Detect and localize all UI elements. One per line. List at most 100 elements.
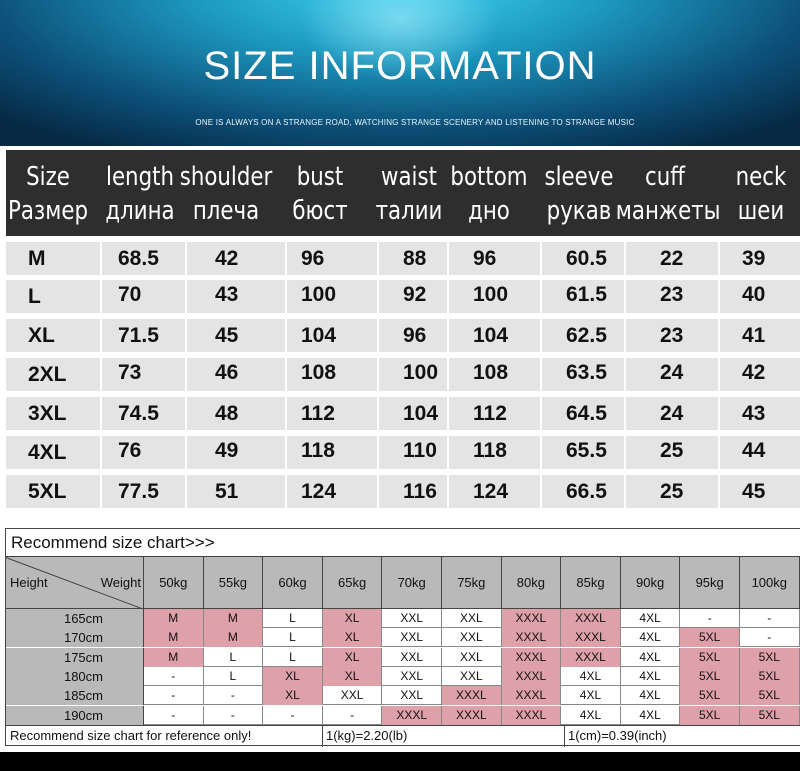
measurement-cell: 88 bbox=[379, 242, 447, 275]
recommend-row: 165cm M M L XL XXL XXL XXXL XXXL 4XL - - bbox=[6, 609, 800, 628]
recommend-size-cell: 4XL bbox=[561, 705, 621, 725]
col-header-en: neck bbox=[735, 162, 787, 192]
col-header-ru: Размер bbox=[7, 196, 89, 226]
recommend-size-cell: 5XL bbox=[680, 647, 740, 667]
kg-conversion: 1(kg)=2.20(lb) bbox=[326, 728, 408, 743]
recommend-size-cell: 5XL bbox=[680, 705, 740, 725]
measurement-cell: 64.5 bbox=[542, 397, 624, 430]
recommend-size-chart: Recommend size chart>>> Height Weight 50… bbox=[5, 528, 800, 747]
measurement-cell: 104 bbox=[449, 319, 540, 352]
recommend-size-cell: XXXL bbox=[382, 705, 442, 725]
size-label-cell: XL bbox=[6, 319, 100, 352]
weight-label: Weight bbox=[100, 575, 141, 590]
recommend-row: 185cm - - XL XXL XXL XXXL XXXL 4XL 4XL 5XL 5XL bbox=[6, 686, 800, 706]
footer-divider bbox=[564, 726, 565, 747]
recommend-size-cell: XXXL bbox=[501, 705, 562, 725]
measurement-cell: 40 bbox=[720, 280, 800, 313]
measurement-cell: 24 bbox=[626, 397, 718, 430]
recommend-size-cell: 4XL bbox=[621, 705, 681, 725]
recommend-row: 175cm M L L XL XXL XXL XXXL XXXL 4XL 5XL 5XL bbox=[6, 647, 800, 667]
recommend-size-cell: L bbox=[263, 628, 323, 648]
banner-title: SIZE INFORMATION bbox=[203, 44, 597, 88]
recommend-size-cell: 5XL bbox=[680, 666, 740, 686]
size-row: 2XL 73 46 108 100 108 63.5 24 42 bbox=[6, 358, 800, 391]
size-row: 4XL 76 49 118 110 118 65.5 25 44 bbox=[6, 436, 800, 469]
recommend-size-cell: 5XL bbox=[740, 666, 800, 686]
height-cell: 190cm bbox=[6, 705, 144, 725]
measurement-cell: 112 bbox=[287, 397, 377, 430]
recommend-size-cell: - bbox=[680, 609, 740, 628]
recommend-size-cell: XL bbox=[322, 628, 383, 648]
col-header-en: waist bbox=[381, 162, 437, 192]
measurement-cell: 100 bbox=[449, 280, 540, 313]
measurement-cell: 49 bbox=[187, 436, 285, 469]
recommend-size-cell: 5XL bbox=[680, 628, 740, 648]
recommend-size-cell: XL bbox=[263, 666, 323, 686]
recommend-title: Recommend size chart>>> bbox=[6, 529, 800, 557]
recommend-size-cell: XXL bbox=[323, 686, 383, 706]
measurement-cell: 23 bbox=[626, 319, 718, 352]
size-info-banner: SIZE INFORMATION ONE IS ALWAYS ON A STRA… bbox=[0, 0, 800, 146]
recommend-size-cell: L bbox=[263, 609, 323, 628]
col-header-en: length bbox=[106, 162, 174, 192]
measurement-cell: 118 bbox=[287, 436, 377, 469]
col-header-en: bust bbox=[296, 162, 344, 192]
size-row: 5XL 77.5 51 124 116 124 66.5 25 45 bbox=[6, 475, 800, 508]
measurement-cell: 68.5 bbox=[102, 242, 185, 275]
recommend-size-cell: L bbox=[204, 647, 264, 667]
recommend-size-cell: M bbox=[203, 628, 264, 648]
recommend-size-cell: 4XL bbox=[621, 666, 681, 686]
measurement-cell: 104 bbox=[379, 397, 447, 430]
height-cell: 175cm bbox=[6, 647, 144, 667]
measurement-cell: 71.5 bbox=[102, 319, 185, 352]
measurement-cell: 24 bbox=[626, 358, 718, 391]
size-col-header: neck шеи bbox=[712, 150, 800, 236]
col-header-ru: рукав bbox=[546, 196, 612, 226]
measurement-cell: 43 bbox=[720, 397, 800, 430]
recommend-size-cell: XL bbox=[263, 686, 323, 706]
recommend-size-cell: XXL bbox=[442, 647, 502, 667]
measurement-cell: 112 bbox=[449, 397, 540, 430]
measurement-cell: 108 bbox=[287, 358, 377, 391]
measurement-cell: 108 bbox=[449, 358, 540, 391]
col-header-en: shoulder bbox=[179, 162, 273, 192]
recommend-size-cell: 5XL bbox=[680, 686, 740, 706]
measurement-cell: 65.5 bbox=[542, 436, 624, 469]
recommend-size-cell: 4XL bbox=[561, 686, 621, 706]
height-weight-corner: Height Weight bbox=[6, 557, 144, 609]
recommend-size-cell: - bbox=[204, 705, 264, 725]
recommend-size-cell: XXL bbox=[442, 628, 502, 648]
recommend-size-cell: XL bbox=[322, 609, 383, 628]
measurement-cell: 45 bbox=[187, 319, 285, 352]
recommend-size-cell: - bbox=[740, 609, 800, 628]
recommend-size-cell: XXXL bbox=[501, 686, 562, 706]
weight-col-header: 75kg bbox=[442, 557, 502, 609]
recommend-size-cell: XXXL bbox=[561, 609, 621, 628]
size-col-header: bottom дно bbox=[440, 150, 538, 236]
measurement-cell: 45 bbox=[720, 475, 800, 508]
recommend-size-cell: 4XL bbox=[561, 666, 621, 686]
recommend-size-cell: XXL bbox=[382, 666, 442, 686]
recommend-size-cell: 4XL bbox=[621, 609, 681, 628]
size-table-header: Size Размер length длина shoulder плеча bust бю… bbox=[6, 150, 800, 236]
height-label: Height bbox=[10, 575, 48, 590]
size-label-cell: 4XL bbox=[6, 436, 100, 469]
height-cell: 170cm bbox=[6, 628, 144, 648]
weight-col-header: 65kg bbox=[323, 557, 383, 609]
measurement-cell: 62.5 bbox=[542, 319, 624, 352]
recommend-size-cell: 4XL bbox=[621, 628, 681, 648]
measurement-cell: 76 bbox=[102, 436, 185, 469]
recommend-size-cell: XXXL bbox=[561, 647, 621, 667]
col-header-ru: бюст bbox=[292, 196, 348, 226]
recommend-size-cell: 5XL bbox=[740, 686, 800, 706]
recommend-size-cell: XXXL bbox=[561, 628, 621, 648]
measurement-cell: 61.5 bbox=[542, 280, 624, 313]
recommend-size-cell: XL bbox=[322, 647, 383, 667]
size-label-cell: L bbox=[6, 280, 100, 313]
weight-col-header: 100kg bbox=[740, 557, 800, 609]
measurement-cell: 42 bbox=[720, 358, 800, 391]
recommend-size-cell: XXL bbox=[382, 686, 442, 706]
weight-col-header: 85kg bbox=[561, 557, 621, 609]
col-header-ru: шеи bbox=[737, 196, 785, 226]
reference-note: Recommend size chart for reference only! bbox=[10, 728, 252, 743]
